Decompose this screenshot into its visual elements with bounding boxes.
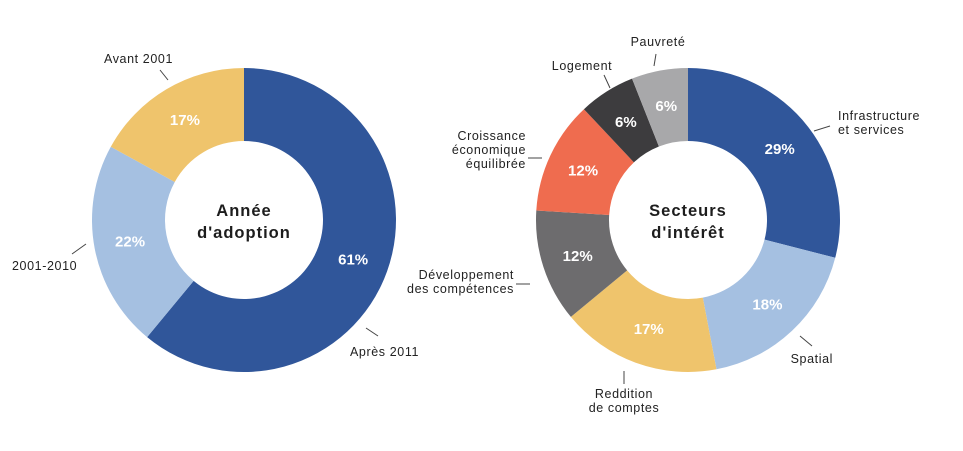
- donut-1-category-label-1: Après 2011: [350, 345, 419, 359]
- donut-2-category-label-6: Logement: [552, 59, 612, 73]
- donut-2-pct-label-1: 29%: [765, 141, 795, 158]
- donut-1: 61% 22% 17% Après 2011 2001-2010 Avant 2001 An…: [12, 52, 419, 373]
- donut-2-leader-7: [653, 53, 657, 67]
- donut-2-leader-1: [813, 125, 831, 132]
- donut-1-category-label-3: Avant 2001: [104, 52, 173, 66]
- donut-1-pct-label-3: 17%: [170, 112, 200, 129]
- donut-2-pct-label-7: 6%: [655, 98, 677, 115]
- donut-1-pct-label-2: 22%: [115, 234, 145, 251]
- donut-2-pct-label-5: 12%: [568, 163, 598, 180]
- donut-2-category-label-5: Croissance économique équilibrée: [452, 129, 526, 171]
- donut-1-category-label-2: 2001-2010: [12, 259, 77, 273]
- donut-1-center-label: Année d'adoption: [197, 202, 291, 242]
- donut-2-category-label-2: Spatial: [791, 352, 833, 366]
- donut-2-pct-label-6: 6%: [615, 114, 637, 131]
- donut-2-slice-6: [583, 78, 659, 163]
- donut-2-pct-label-3: 17%: [634, 321, 664, 338]
- donut-2-category-label-4: Développement des compétences: [407, 268, 514, 296]
- donut-1-leader-3: [159, 69, 169, 81]
- donut-2-category-label-7: Pauvreté: [631, 35, 686, 49]
- donut-1-leader-1: [365, 327, 379, 337]
- donut-2-slice-7: [632, 68, 688, 147]
- donut-2-slice-3: [570, 270, 717, 372]
- donut-2-slice-1: [688, 68, 841, 258]
- donut-2-leader-6: [603, 74, 611, 89]
- donut-2-leader-2: [799, 335, 813, 347]
- donut-2-category-label-1: Infrastructure et services: [838, 109, 920, 137]
- donut-2-category-label-3: Reddition de comptes: [589, 387, 660, 415]
- donut-2-pct-label-4: 12%: [563, 248, 593, 265]
- donut-2-pct-label-2: 18%: [752, 297, 782, 314]
- donut-2-slice-2: [702, 239, 836, 370]
- donut-2-slice-5: [536, 109, 634, 216]
- donut-1-slice-3: [110, 68, 244, 182]
- donut-1-leader-2: [71, 243, 87, 255]
- donut-1-slice-2: [92, 146, 194, 338]
- donut-2: 29% 18% 17% 12% 12% 6% 6% Infrastructure et serv…: [407, 35, 920, 415]
- donut-1-slice-1: [147, 68, 397, 373]
- donut-2-slice-4: [536, 210, 628, 317]
- donut-1-pct-label-1: 61%: [338, 251, 368, 268]
- donut-2-center-label: Secteurs d'intérêt: [649, 202, 727, 242]
